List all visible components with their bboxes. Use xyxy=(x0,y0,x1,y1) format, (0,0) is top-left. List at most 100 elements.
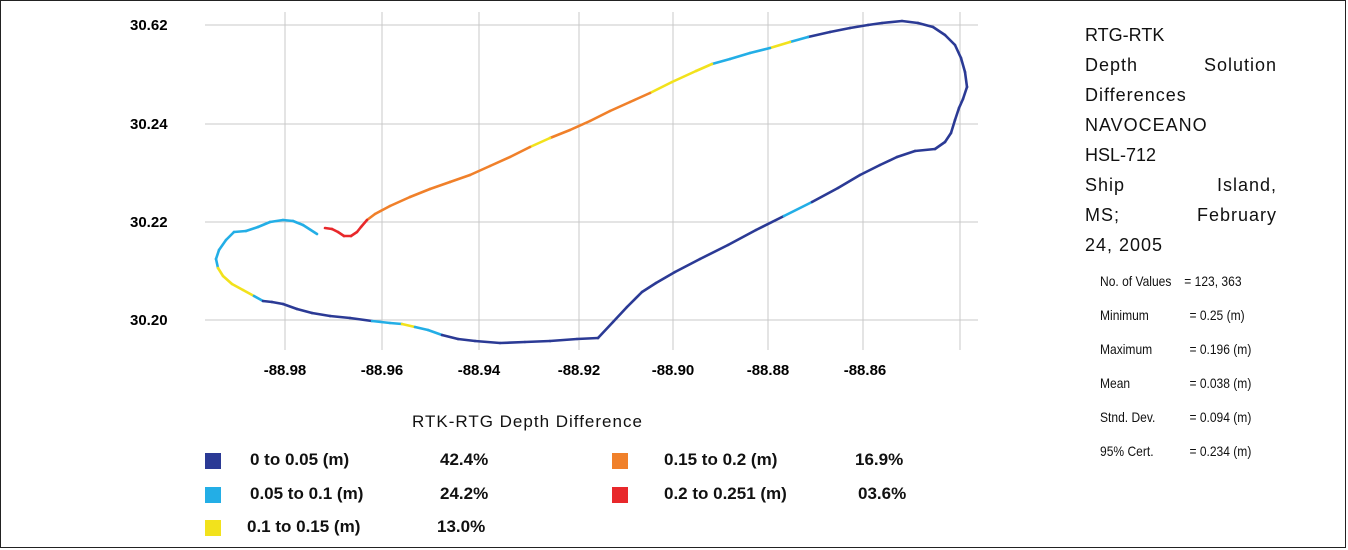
track-segment xyxy=(654,270,677,285)
track-segment xyxy=(963,70,969,89)
track-segment xyxy=(611,305,629,324)
y-tick-label: 30.24 xyxy=(130,116,168,133)
track-segment xyxy=(548,128,572,140)
track-segment xyxy=(625,290,644,309)
x-tick-label: -88.96 xyxy=(361,362,404,379)
track-segment xyxy=(408,187,432,199)
track-segment xyxy=(596,320,615,340)
track-segment xyxy=(880,19,904,25)
track-segment xyxy=(370,319,392,325)
track-segment xyxy=(575,336,600,341)
track-segment xyxy=(224,230,236,242)
title-line: RTG-RTK xyxy=(1085,25,1165,45)
x-tick-label: -88.90 xyxy=(652,362,695,379)
track-segment xyxy=(365,212,377,222)
track-segment xyxy=(848,23,870,30)
track-segment xyxy=(748,46,772,55)
track-segment xyxy=(268,218,285,224)
track-segment xyxy=(640,281,658,294)
track-segment xyxy=(281,302,299,311)
track-segment xyxy=(508,145,532,159)
track-segment xyxy=(216,266,225,278)
stat-label: Minimum xyxy=(1100,307,1149,323)
track-segment xyxy=(568,119,592,132)
x-tick-label: -88.88 xyxy=(747,362,790,379)
track-segment xyxy=(528,136,552,149)
track-segment xyxy=(828,26,852,34)
track-segment xyxy=(694,62,714,73)
track-segment xyxy=(710,57,732,66)
title-line: NAVOCEANO xyxy=(1085,115,1208,135)
stat-value: = 0.038 (m) xyxy=(1189,375,1252,391)
track-segment xyxy=(628,91,652,104)
legend-label: 0.2 to 0.251 (m) xyxy=(664,484,787,503)
track-segment xyxy=(488,155,512,168)
track-segment xyxy=(291,219,305,227)
track-segment xyxy=(878,155,899,167)
x-tick-label: -88.94 xyxy=(458,362,501,379)
track-segment xyxy=(782,200,814,218)
track-segment xyxy=(261,299,274,304)
track-segment xyxy=(232,229,248,234)
track-segment xyxy=(670,69,698,84)
legend-percent: 13.0% xyxy=(437,517,486,536)
legend-swatch xyxy=(205,487,221,503)
track-segment xyxy=(788,35,810,44)
track-segment xyxy=(214,257,220,270)
title-line: MS; February xyxy=(1085,205,1277,225)
legend-swatch xyxy=(612,453,628,469)
track-segment xyxy=(916,21,935,29)
track-segment xyxy=(949,118,957,135)
legend-label: 0 to 0.05 (m) xyxy=(250,450,350,469)
stat-label: 95% Cert. xyxy=(1100,443,1154,459)
stat-label: Maximum xyxy=(1100,341,1153,357)
title-line: Differences xyxy=(1085,85,1187,105)
track-segment xyxy=(388,321,404,326)
title-line: Depth Solution xyxy=(1085,55,1277,75)
track-segment xyxy=(388,195,412,208)
title-line: Ship Island, xyxy=(1085,175,1277,195)
stat-value: = 0.25 (m) xyxy=(1189,307,1245,323)
track-segment xyxy=(953,106,961,122)
track-segment xyxy=(810,186,840,204)
track-segment xyxy=(473,339,502,345)
track-segment xyxy=(448,173,472,184)
track-segment xyxy=(806,30,832,39)
track-segment xyxy=(961,85,969,101)
track-segment xyxy=(328,314,352,320)
track-segment xyxy=(933,140,947,151)
track-segment xyxy=(310,311,332,318)
track-segment xyxy=(548,337,579,343)
track-segment xyxy=(244,225,260,233)
track-segment xyxy=(900,19,920,25)
track-segment xyxy=(728,51,752,61)
track-segment xyxy=(323,226,334,231)
track-segment xyxy=(241,288,256,298)
legend-swatch xyxy=(612,487,628,503)
stat-label: No. of Values xyxy=(1100,273,1172,289)
track-segment xyxy=(252,294,265,303)
track-segment xyxy=(221,274,234,286)
legend-label: 0.1 to 0.15 (m) xyxy=(247,517,361,536)
legend-title: RTK-RTG Depth Difference xyxy=(412,412,643,431)
legend-label: 0.15 to 0.2 (m) xyxy=(664,450,778,469)
track-segment xyxy=(768,40,792,50)
title-block: RTG-RTK Depth Solution Differences NAVOCEAN… xyxy=(1085,20,1277,260)
track-segment xyxy=(523,339,552,344)
track-segment xyxy=(895,149,917,159)
track-segment xyxy=(913,147,937,153)
track-segment xyxy=(959,56,967,74)
track-segment xyxy=(866,21,884,27)
track-segment xyxy=(498,340,527,345)
stat-value: = 123, 363 xyxy=(1184,273,1242,289)
track-segment xyxy=(214,248,221,261)
track-segment xyxy=(348,316,374,323)
track-segment xyxy=(754,214,786,232)
track-segment xyxy=(270,300,285,306)
legend-percent: 16.9% xyxy=(855,450,904,469)
track-segment xyxy=(426,328,444,337)
track-segment xyxy=(588,109,612,123)
y-tick-label: 30.20 xyxy=(130,312,168,329)
